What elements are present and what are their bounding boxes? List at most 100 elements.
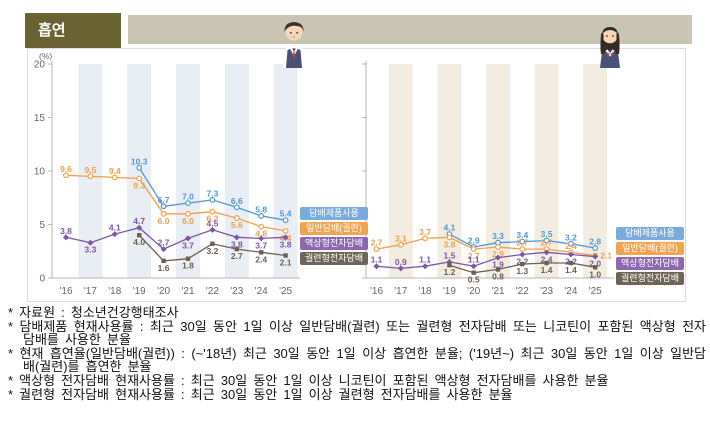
x-tick-label: '16 bbox=[59, 286, 72, 297]
legend-item-conventional-cigarette: 일반담배(궐련) bbox=[616, 242, 684, 255]
x-tick-label: '23 bbox=[540, 286, 553, 297]
data-point-label: 1.4 bbox=[541, 265, 553, 275]
data-point-label: 6.2 bbox=[206, 214, 218, 224]
series-궐련형전자담배: 4.0 1.6 1.8 3.2 2.7 2.4 2.1 bbox=[133, 233, 292, 273]
legend-item-heated-tobacco: 궐련형전자담배 bbox=[616, 272, 684, 285]
data-point-label: 1.6 bbox=[158, 263, 170, 273]
data-point-label: 4.7 bbox=[133, 216, 145, 226]
year-stripe bbox=[127, 64, 152, 278]
data-point-label: 6.0 bbox=[158, 216, 170, 226]
charts-canvas: 0 5 10 15 20(%) '16 '17 '18 '19 '20 '21 '22 '23 '24 '2… bbox=[34, 51, 614, 297]
data-point-label: 6.0 bbox=[182, 216, 194, 226]
y-tick-label: 5 bbox=[39, 220, 45, 231]
data-point-label: 1.1 bbox=[468, 255, 480, 265]
data-point-label: 2.4 bbox=[565, 241, 577, 251]
x-tick-label: '24 bbox=[255, 286, 268, 297]
x-tick-label: '21 bbox=[491, 286, 504, 297]
data-point-label: 3.8 bbox=[443, 239, 455, 249]
data-point-label: 2.7 bbox=[516, 238, 528, 248]
data-point-label: 3.7 bbox=[255, 240, 267, 250]
y-tick-label: 15 bbox=[34, 113, 46, 124]
data-point-label: 1.3 bbox=[516, 266, 528, 276]
data-point-label: 1.2 bbox=[443, 267, 455, 277]
data-point-label: 0.9 bbox=[395, 257, 407, 267]
header-banner bbox=[128, 15, 692, 44]
data-point-label: 7.0 bbox=[182, 192, 194, 202]
legend-female-chart: 담배제품사용 일반담배(궐련) 액상형전자담배 궐련형전자담배 bbox=[616, 227, 684, 287]
legend-item-liquid-ecigarette: 액상형전자담배 bbox=[616, 257, 684, 270]
y-tick-label: 20 bbox=[34, 60, 46, 71]
footnote-liquid-ecigarette-def: * 액상형 전자담배 현재사용률 : 최근 30일 동안 1일 이상 니코틴이 … bbox=[8, 372, 609, 388]
series-액상형전자담배: 1.10.91.11.51.11.92.22.42.22.0 bbox=[371, 249, 601, 272]
x-tick-label: '21 bbox=[181, 286, 194, 297]
data-point-label: 1.1 bbox=[371, 255, 383, 265]
footnotes: * 자료원 : 청소년건강행태조사 * 담배제품 현재사용률 : 최근 30일 … bbox=[8, 306, 706, 401]
data-point-label: 3.1 bbox=[395, 233, 407, 243]
section-title-smoking: 흡연 bbox=[25, 13, 121, 48]
data-point-label: 2.1 bbox=[600, 251, 612, 261]
y-tick-label: 10 bbox=[34, 167, 46, 178]
chart-male: 0 5 10 15 20(%) '16 '17 '18 '19 '20 '21 '22 '23 '24 '2… bbox=[34, 51, 300, 297]
data-point-label: 0.5 bbox=[468, 275, 480, 285]
x-tick-label: '20 bbox=[467, 286, 480, 297]
data-point-label: 1.9 bbox=[492, 260, 504, 270]
series-액상형전자담배: 3.8 3.3 4.1 4.7 2.7 3.7 4.5 3.8 3.7 3.8 bbox=[60, 216, 292, 254]
year-stripe bbox=[437, 64, 462, 278]
legend-item-conventional-cigarette: 일반담배(궐련) bbox=[300, 222, 368, 235]
x-tick-label: '20 bbox=[157, 286, 170, 297]
data-point-label: 6.7 bbox=[158, 195, 170, 205]
x-tick-label: '23 bbox=[230, 286, 243, 297]
x-tick-label: '22 bbox=[206, 286, 219, 297]
data-point-label: 1.5 bbox=[443, 250, 455, 260]
x-tick-label: '22 bbox=[516, 286, 529, 297]
data-point-label: 1.1 bbox=[419, 255, 431, 265]
data-point-label: 2.0 bbox=[589, 259, 601, 269]
data-point-label: 3.2 bbox=[565, 232, 577, 242]
series-궐련형전자담배: 1.2 0.5 0.8 1.3 1.4 1.4 1.0 bbox=[443, 260, 601, 285]
data-point-label: 3.3 bbox=[84, 245, 96, 255]
data-point-label: 3.8 bbox=[231, 239, 243, 249]
section-title-label: 흡연 bbox=[38, 22, 66, 39]
y-axis-unit: (%) bbox=[39, 51, 52, 61]
footnote-tobacco-product-use-def: * 담배제품 현재사용률 : 최근 30일 동안 1일 이상 일반담배(궐련) … bbox=[8, 318, 706, 348]
legend-item-tobacco-product-use: 담배제품사용 bbox=[616, 227, 684, 240]
x-tick-label: '18 bbox=[108, 286, 121, 297]
chart-female: '16 '17 '18 '19 '20 '21 '22 '23 '24 '25 4.1 2.9 3.3 3… bbox=[362, 61, 614, 297]
data-point-label: 3.3 bbox=[492, 231, 504, 241]
data-point-label: 9.5 bbox=[84, 165, 96, 175]
data-point-label: 4.8 bbox=[255, 229, 267, 239]
data-point-label: 2.4 bbox=[255, 254, 267, 264]
y-tick-label: 0 bbox=[39, 274, 45, 285]
smoking-trend-chart-panel: 0 5 10 15 20 (%) '16 '17 '18 '19 '20 '21 '22 '23 '24 '2… bbox=[27, 48, 686, 302]
data-point-label: 3.7 bbox=[419, 227, 431, 237]
year-stripe bbox=[224, 64, 249, 278]
year-stripe bbox=[273, 64, 298, 278]
x-tick-label: '19 bbox=[443, 286, 456, 297]
data-point-label: 2.7 bbox=[231, 251, 243, 261]
x-tick-label: '17 bbox=[84, 286, 97, 297]
x-tick-label: '25 bbox=[279, 286, 292, 297]
boy-student-icon bbox=[279, 18, 309, 68]
data-point-label: 3.5 bbox=[541, 229, 553, 239]
series-담배제품사용: 10.3 6.7 7.0 7.3 6.6 5.8 5.4 bbox=[131, 156, 292, 224]
data-point-label: 4.1 bbox=[109, 223, 121, 233]
data-point-label: 2.1 bbox=[280, 258, 292, 268]
data-point-label: 5.4 bbox=[280, 209, 292, 219]
data-point-label: 4.5 bbox=[206, 218, 218, 228]
year-stripe bbox=[583, 64, 608, 278]
data-point-label: 3.8 bbox=[60, 226, 72, 236]
footnote-heated-tobacco-def: * 궐련형 전자담배 현재사용률 : 최근 30일 동안 1일 이상 궐련형 전… bbox=[8, 386, 513, 402]
data-point-label: 2.9 bbox=[492, 249, 504, 259]
data-point-label: 7.3 bbox=[206, 188, 218, 198]
x-tick-label: '17 bbox=[394, 286, 407, 297]
data-point-label: 5.8 bbox=[255, 204, 267, 214]
series-일반담배(궐련): 2.7 3.1 3.7 3.8 2.7 2.9 2.7 2.7 2.4 2.1 bbox=[371, 227, 613, 261]
data-point-label: 9.3 bbox=[133, 180, 145, 190]
data-point-label: 9.6 bbox=[60, 164, 72, 174]
footnote-source: * 자료원 : 청소년건강행태조사 bbox=[8, 305, 179, 320]
data-point-label: 4.0 bbox=[133, 237, 145, 247]
data-point-label: 4.1 bbox=[443, 223, 455, 233]
data-point-label: 10.3 bbox=[131, 156, 148, 166]
girl-student-drawing bbox=[600, 27, 620, 68]
